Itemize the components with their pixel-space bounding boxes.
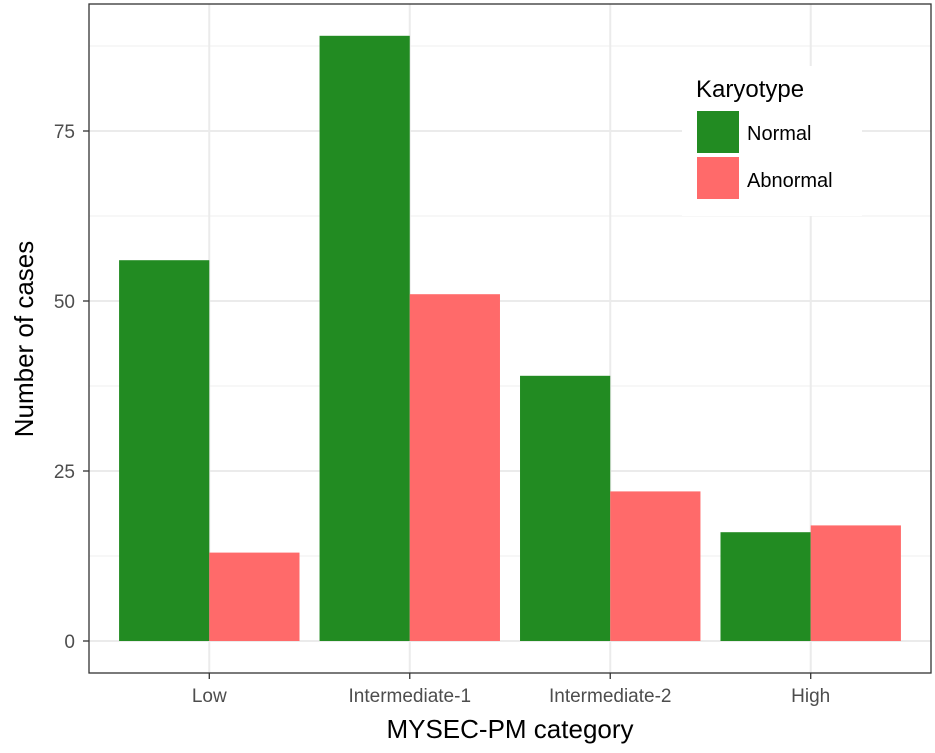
x-tick-label: Low bbox=[192, 686, 227, 707]
bars bbox=[119, 35, 901, 642]
y-tick-label: 75 bbox=[54, 122, 75, 143]
y-tick-label: 0 bbox=[64, 632, 75, 653]
bar-normal-intermediate-2 bbox=[520, 375, 611, 641]
x-tick-label: High bbox=[791, 686, 830, 707]
bar-normal-low bbox=[119, 260, 210, 641]
x-tick-label: Intermediate-1 bbox=[349, 686, 472, 707]
bar-normal-high bbox=[720, 532, 811, 641]
bar-abnormal-high bbox=[810, 525, 901, 641]
legend-key-abnormal bbox=[697, 157, 739, 199]
legend: Karyotype Normal Abnormal bbox=[682, 66, 862, 216]
y-tick-label: 50 bbox=[54, 292, 75, 313]
bar-abnormal-low bbox=[209, 552, 300, 641]
bar-abnormal-intermediate-1 bbox=[409, 294, 500, 641]
x-tick-label: Intermediate-2 bbox=[549, 686, 672, 707]
y-tick-label: 25 bbox=[54, 462, 75, 483]
legend-label-normal: Normal bbox=[747, 123, 811, 145]
legend-title: Karyotype bbox=[696, 76, 804, 103]
panel-border bbox=[88, 3, 932, 674]
legend-key-normal bbox=[697, 111, 739, 153]
legend-label-abnormal: Abnormal bbox=[747, 170, 833, 192]
y-axis-title: Number of cases bbox=[9, 241, 39, 438]
bar-abnormal-intermediate-2 bbox=[610, 491, 701, 641]
bar-normal-intermediate-1 bbox=[319, 35, 410, 642]
x-axis-title: MYSEC-PM category bbox=[386, 714, 633, 744]
axis-ticks: 0 25 50 75 Low Intermediate-1 Intermediate-2 Hi… bbox=[54, 122, 830, 707]
